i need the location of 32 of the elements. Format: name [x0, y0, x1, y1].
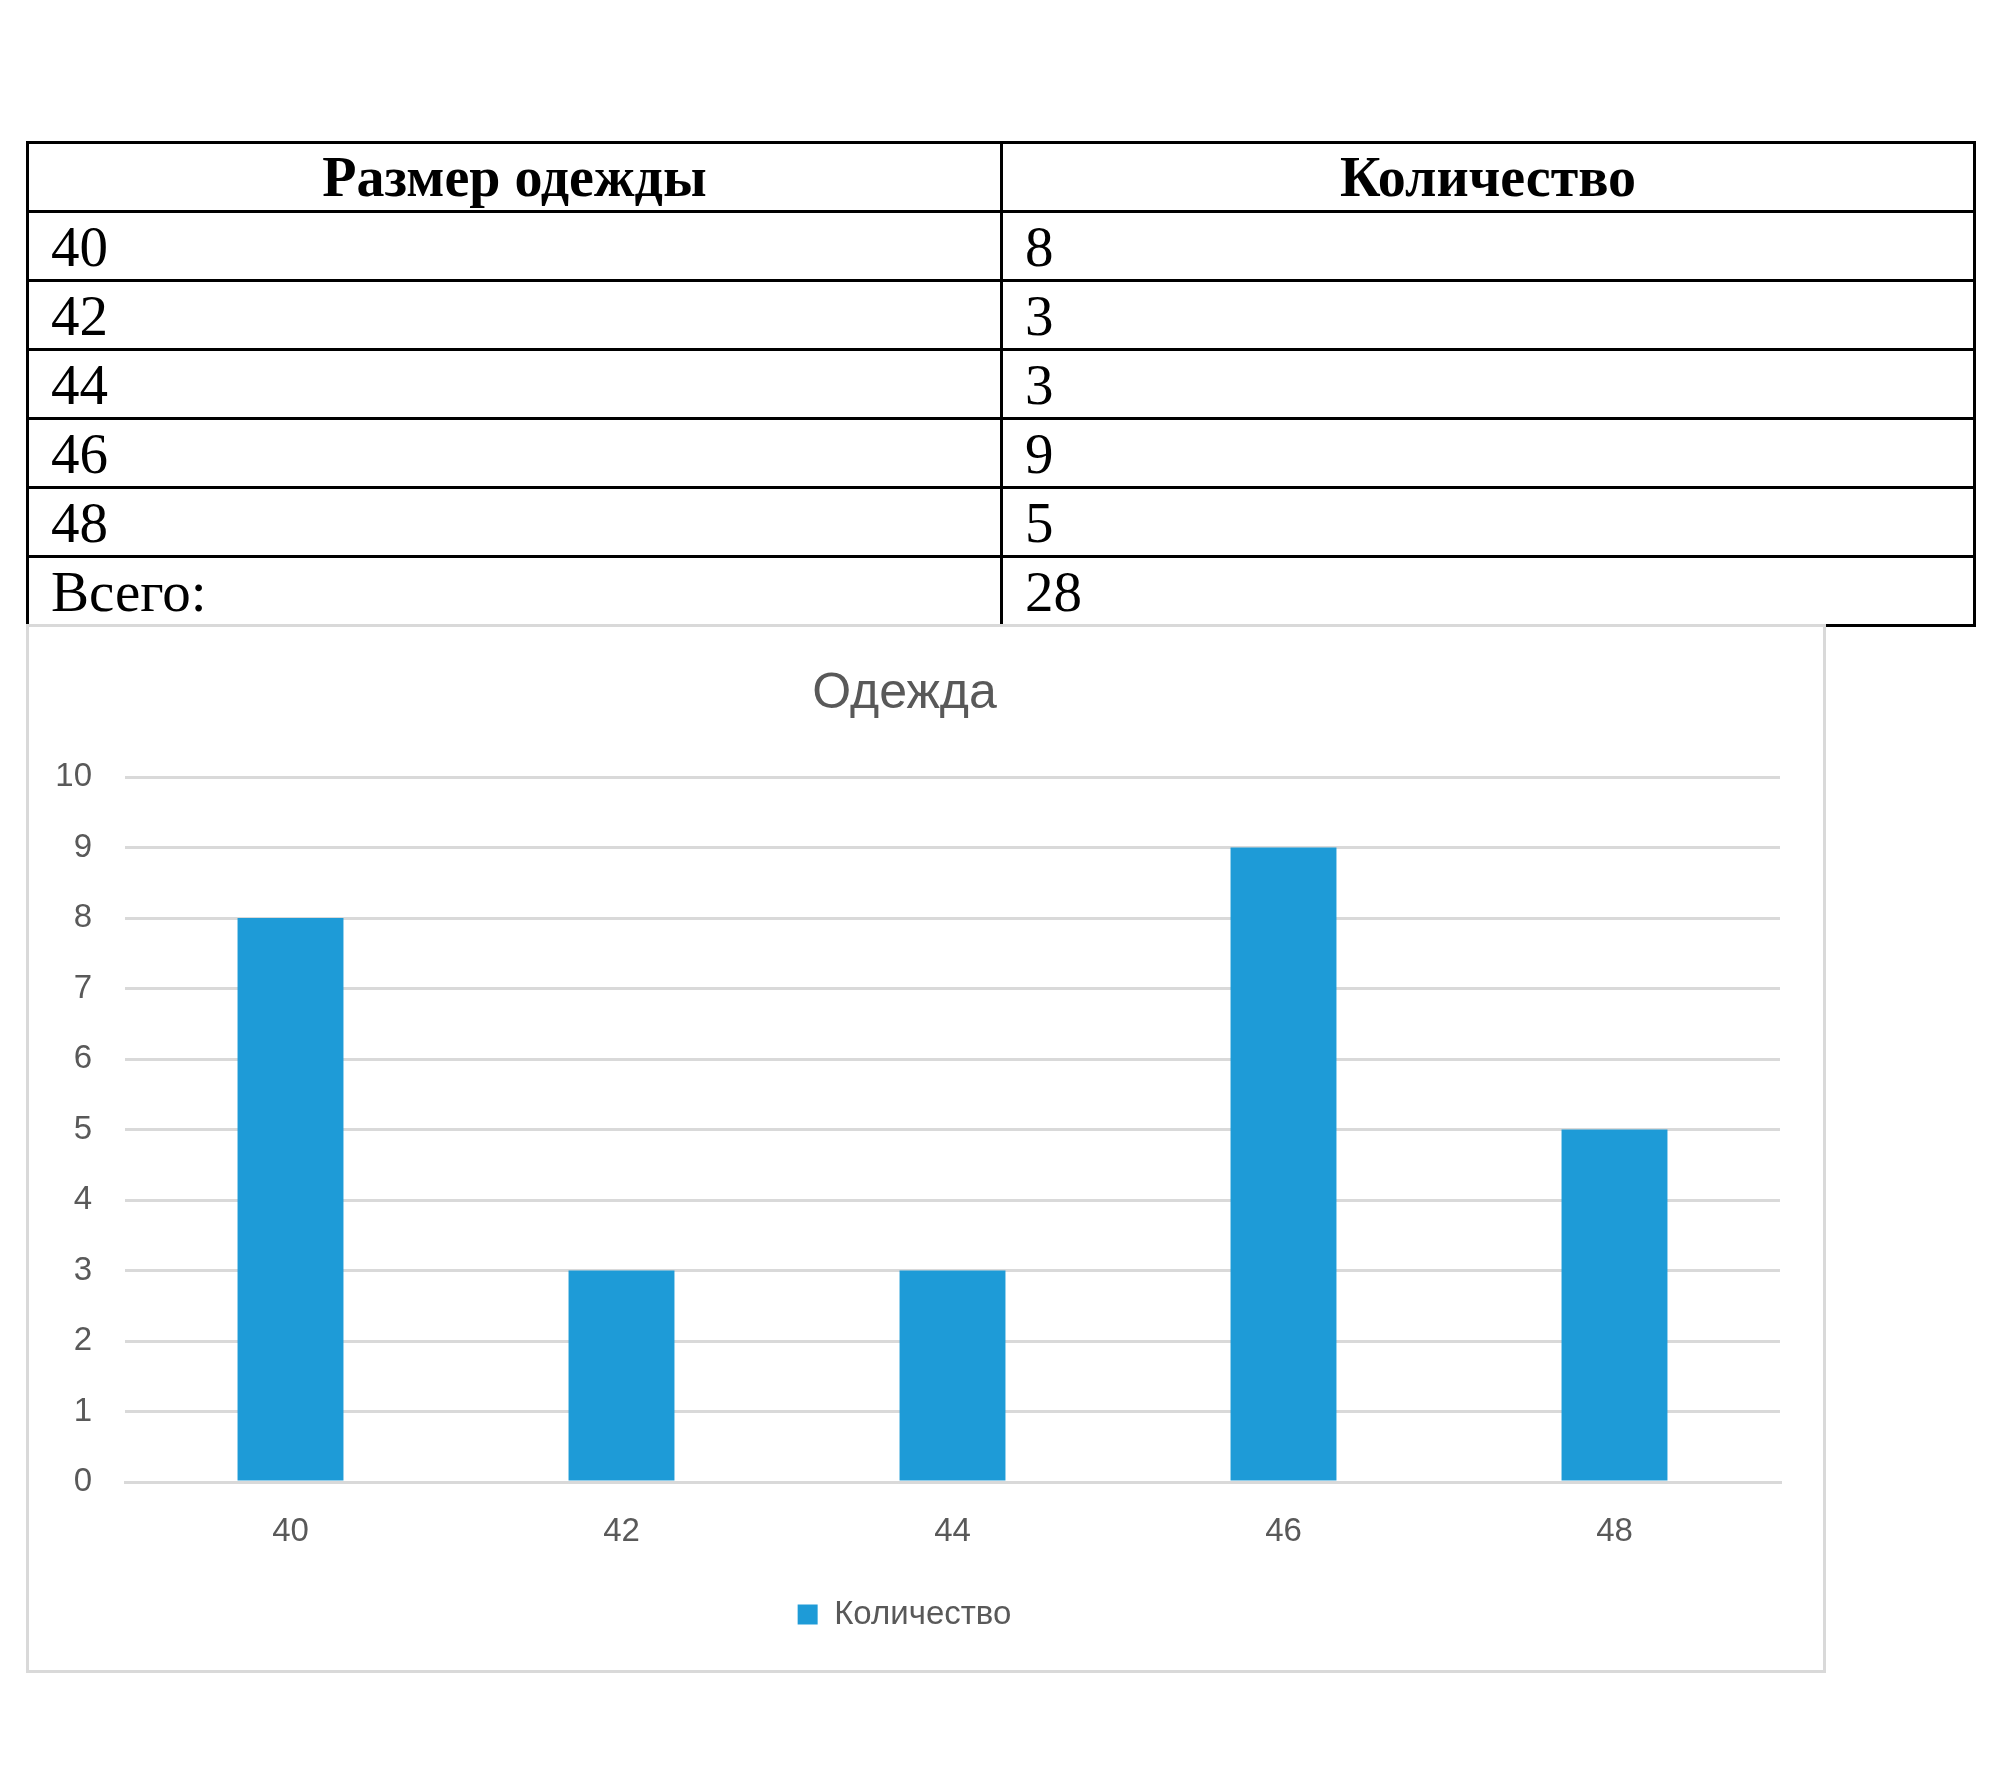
y-tick-label: 2 [73, 1320, 92, 1358]
x-tick-label: 48 [1596, 1510, 1633, 1548]
text: 3 [1025, 352, 1054, 416]
chart-title: Одежда [812, 662, 998, 719]
text: 9 [1025, 421, 1054, 485]
x-tick-label: 40 [272, 1510, 309, 1548]
category-label: 44 [51, 352, 108, 416]
text: 5 [1025, 490, 1054, 554]
y-tick-label: 8 [73, 897, 92, 935]
legend-label: Количество [834, 1593, 1012, 1631]
y-tick-label: 4 [73, 1179, 92, 1217]
category-label: 42 [51, 283, 108, 347]
y-tick-label: 7 [73, 967, 92, 1005]
category-label: 46 [51, 421, 108, 485]
y-tick-label: 3 [73, 1249, 92, 1287]
text: Количество [1339, 146, 1637, 208]
text: Размер одежды [322, 146, 707, 208]
text: 28 [1025, 559, 1082, 623]
category-label: 48 [51, 490, 108, 554]
y-tick-label: 10 [55, 756, 92, 794]
y-tick-label: 9 [73, 826, 92, 864]
text: Всего: [51, 559, 207, 623]
y-tick-label: 0 [73, 1461, 92, 1499]
category-label: 40 [51, 214, 108, 278]
y-tick-label: 6 [73, 1038, 92, 1076]
x-tick-label: 44 [934, 1510, 971, 1548]
x-tick-label: 42 [603, 1510, 640, 1548]
y-tick-label: 5 [73, 1108, 92, 1146]
y-tick-label: 1 [73, 1390, 92, 1428]
text: 8 [1025, 214, 1054, 278]
x-tick-label: 46 [1265, 1510, 1302, 1548]
text: 3 [1025, 283, 1054, 347]
